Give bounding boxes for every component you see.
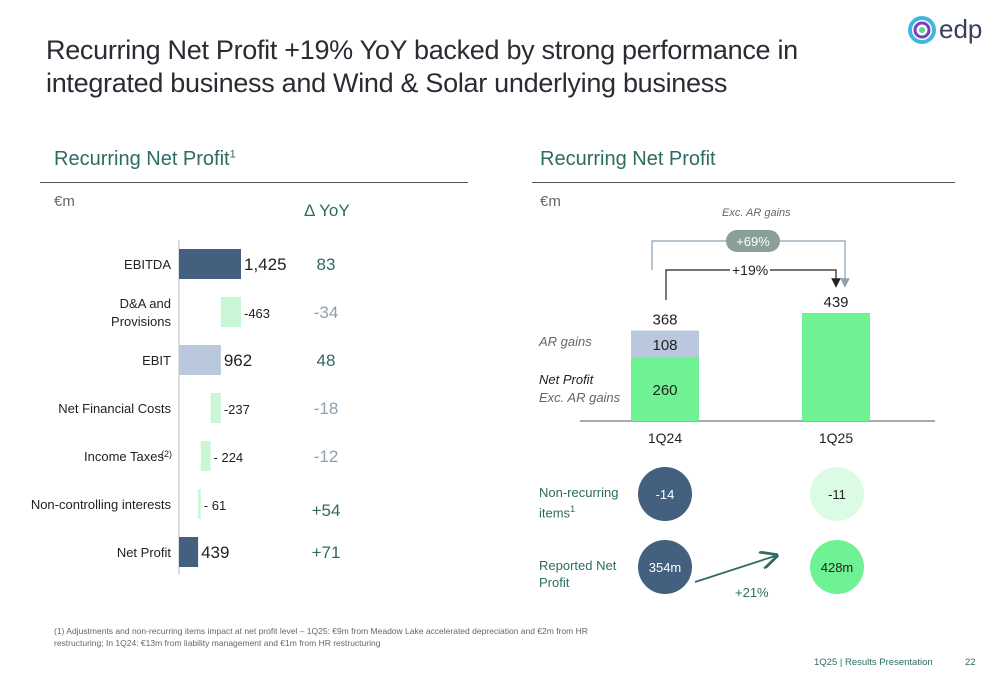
exc-ar-gains-top-label: Exc. AR gains <box>722 207 791 219</box>
stacked-bar-total-1: 439 <box>823 294 848 311</box>
yoy-header: Δ YoY <box>304 201 350 220</box>
nonrecurring-sup: 1 <box>570 504 576 514</box>
edp-logo-icon <box>908 16 936 44</box>
nonrecurring-1q25-value: -11 <box>828 486 846 502</box>
waterfall-chart: 1,425 EBITDA 83 -463 D&A and Provisions -34 962… <box>31 240 341 575</box>
ar-gains-label: AR gains <box>539 334 592 349</box>
waterfall-value-4: - 224 <box>214 450 244 465</box>
stacked-bar-category-1: 1Q25 <box>819 430 853 446</box>
logo-text: edp <box>939 14 983 44</box>
reported-label: Reported Net Profit <box>539 558 617 590</box>
nonrecurring-label: Non-recurring items1 <box>539 484 629 521</box>
right-unit: €m <box>540 193 561 210</box>
nonrecurring-text: Non-recurring items <box>539 485 619 521</box>
stacked-bar-total-0: 368 <box>652 311 677 328</box>
exc-growth-value: +69% <box>736 233 770 249</box>
left-divider <box>40 182 468 183</box>
right-section-title: Recurring Net Profit <box>540 148 716 170</box>
nonrecurring-1q24-value: -14 <box>655 486 675 502</box>
waterfall-value-1: -463 <box>244 306 270 321</box>
net-profit-label: Net Profit <box>539 372 594 387</box>
waterfall-category-4: Income Taxes <box>84 449 164 464</box>
waterfall-bar-6 <box>179 537 199 567</box>
reported-1q24-value: 354m <box>648 559 682 575</box>
stacked-bar-argains-label-0: 108 <box>652 337 677 354</box>
reported-1q25-circle: 428m <box>810 540 864 594</box>
waterfall-yoy-5: +54 <box>312 501 341 520</box>
footnote: (1) Adjustments and non-recurring items … <box>54 626 588 648</box>
waterfall-yoy-2: 48 <box>317 351 336 370</box>
page-title: Recurring Net Profit +19% YoY backed by … <box>46 35 798 98</box>
waterfall-yoy-4: -12 <box>314 447 339 466</box>
growth-value: +19% <box>730 262 771 278</box>
left-title-text: Recurring Net Profit <box>54 148 230 170</box>
reported-growth-arrow <box>694 556 775 583</box>
stacked-bar-netprofit-1 <box>802 313 870 421</box>
waterfall-bar-4 <box>200 441 211 471</box>
waterfall-bar-5 <box>198 489 201 519</box>
stacked-bar-netprofit-label-0: 260 <box>652 382 677 399</box>
waterfall-category-6: Net Profit <box>117 545 172 560</box>
reported-1q25-value: 428m <box>820 559 854 575</box>
exc-growth-badge: +69% <box>726 230 780 252</box>
waterfall-value-5: - 61 <box>204 498 226 513</box>
page-number: 22 <box>965 657 976 668</box>
waterfall-value-0: 1,425 <box>244 255 287 274</box>
waterfall-category-0: EBITDA <box>124 257 171 272</box>
left-title-sup: 1 <box>229 148 236 161</box>
waterfall-bar-1 <box>220 297 241 327</box>
nonrecurring-1q25-circle: -11 <box>810 467 864 521</box>
waterfall-category-3: Net Financial Costs <box>58 401 171 416</box>
waterfall-bar-0 <box>179 249 241 279</box>
edp-logo: edp <box>905 10 985 50</box>
waterfall-bar-2 <box>179 345 221 375</box>
reported-growth-value: +21% <box>735 585 769 600</box>
waterfall-yoy-0: 83 <box>317 255 336 274</box>
waterfall-category-5: Non-controlling interests <box>31 497 172 512</box>
waterfall-value-3: -237 <box>224 402 250 417</box>
reported-1q24-circle: 354m <box>638 540 692 594</box>
waterfall-value-2: 962 <box>224 351 252 370</box>
waterfall-category-sup-4: (2) <box>161 449 172 459</box>
stacked-bar-argains-0 <box>631 330 699 358</box>
right-divider <box>532 182 955 183</box>
waterfall-value-6: 439 <box>201 543 229 562</box>
waterfall-category-2: EBIT <box>142 353 171 368</box>
net-profit-label-2: Exc. AR gains <box>539 390 621 405</box>
waterfall-yoy-3: -18 <box>314 399 339 418</box>
waterfall-yoy-6: +71 <box>312 543 341 562</box>
waterfall-yoy-1: -34 <box>314 303 339 322</box>
waterfall-category-1: D&A and Provisions <box>111 296 171 329</box>
waterfall-bar-3 <box>210 393 221 423</box>
left-unit: €m <box>54 193 75 210</box>
left-section-title: Recurring Net Profit1 <box>54 148 236 171</box>
stacked-bar-category-0: 1Q24 <box>648 430 682 446</box>
footer-presentation: 1Q25 | Results Presentation <box>814 657 933 668</box>
nonrecurring-1q24-circle: -14 <box>638 467 692 521</box>
stacked-bar-netprofit-0 <box>631 357 699 421</box>
